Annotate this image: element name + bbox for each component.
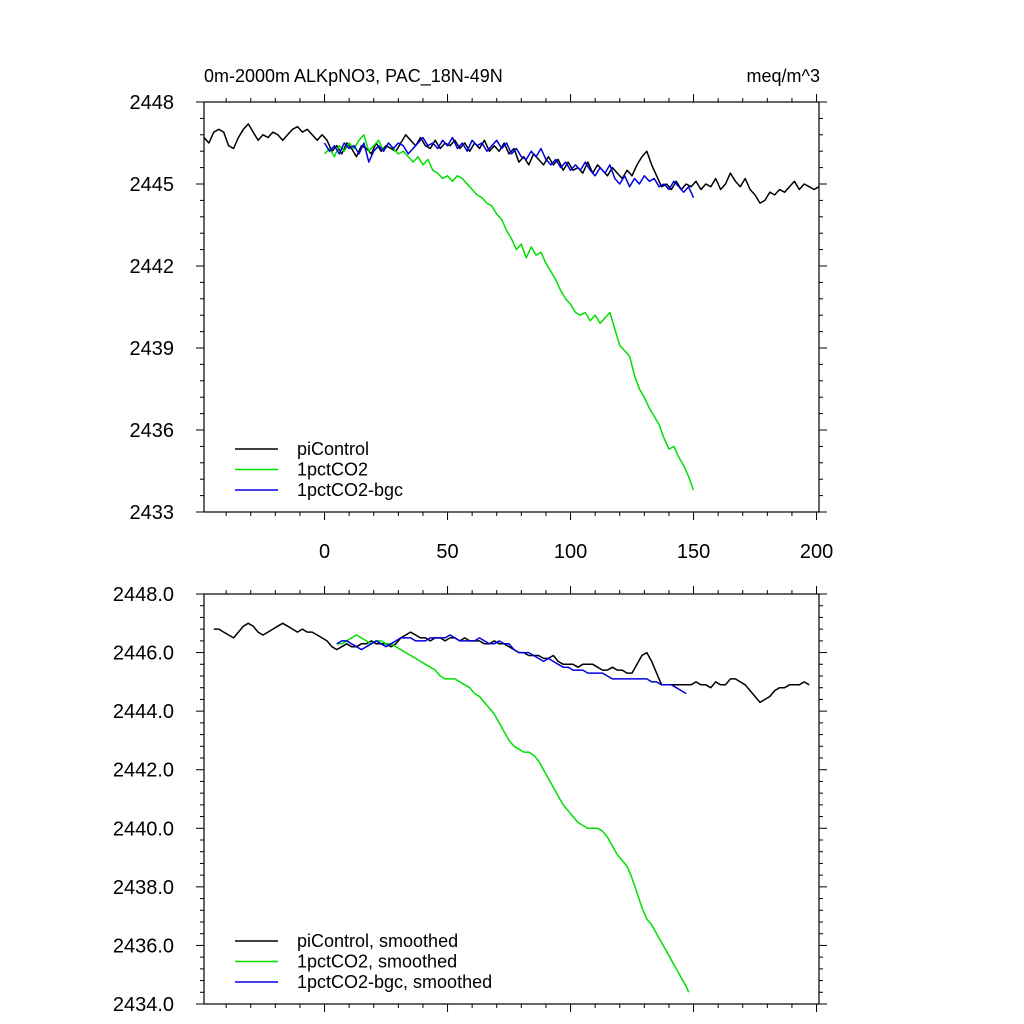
- y-tick-label: 2448.0: [113, 584, 174, 606]
- series-line-1pctco2-bgc-smoothed: [336, 634, 687, 695]
- x-tick-label: 0: [319, 541, 330, 563]
- y-tick-label: 2442: [130, 256, 175, 278]
- x-tick-label: 150: [677, 541, 710, 563]
- y-tick-label: 2442.0: [113, 760, 174, 782]
- raw-tick-labels: 2433 2436 2439 2442 2445 2448 0 50 100 150 200: [130, 92, 834, 563]
- y-tick-label: 2438.0: [113, 877, 174, 899]
- x-tick-label: 50: [436, 541, 458, 563]
- y-tick-label: 2434.0: [113, 994, 174, 1016]
- y-tick-label: 2444.0: [113, 701, 174, 723]
- series-line-1pctco2: [323, 134, 695, 491]
- smoothed-tick-marks: [196, 586, 827, 1012]
- legend-label: 1pctCO2-bgc, smoothed: [297, 972, 492, 992]
- y-tick-label: 2446.0: [113, 643, 174, 665]
- legend-label: 1pctCO2-bgc: [297, 480, 403, 500]
- series-line-picontrol: [203, 123, 820, 204]
- smoothed-tick-labels: 2434.0 2436.0 2438.0 2440.0 2442.0 2444.0 2446…: [113, 584, 174, 1016]
- y-tick-label: 2445: [130, 174, 175, 196]
- legend-label: piControl, smoothed: [297, 931, 458, 951]
- chart-title: 0m-2000m ALKpNO3, PAC_18N-49N: [204, 66, 503, 87]
- y-tick-label: 2436.0: [113, 935, 174, 957]
- y-tick-label: 2439: [130, 338, 175, 360]
- y-tick-label: 2448: [130, 92, 175, 114]
- legend-label: 1pctCO2: [297, 460, 368, 480]
- y-tick-label: 2440.0: [113, 818, 174, 840]
- x-tick-label: 100: [554, 541, 587, 563]
- smoothed-panel: 2434.0 2436.0 2438.0 2440.0 2442.0 2444.0 2446…: [113, 584, 827, 1016]
- series-line-1pctco2-smoothed: [336, 634, 690, 993]
- raw-panel: 2433 2436 2439 2442 2445 2448 0 50 100 150 200 piC…: [130, 92, 834, 563]
- x-tick-label: 200: [800, 541, 833, 563]
- smoothed-series-group: [213, 622, 810, 993]
- series-line-1pctco2-bgc: [323, 136, 695, 199]
- series-line-picontrol-smoothed: [213, 622, 810, 704]
- y-tick-label: 2436: [130, 420, 175, 442]
- raw-series-group: [203, 123, 820, 491]
- chart-units: meq/m^3: [747, 66, 820, 86]
- y-tick-label: 2433: [130, 502, 175, 524]
- legend-label: piControl: [297, 439, 369, 459]
- legend-label: 1pctCO2, smoothed: [297, 952, 457, 972]
- raw-tick-marks: [196, 94, 827, 520]
- raw-plot-frame: [203, 101, 820, 513]
- smoothed-plot-frame: [203, 593, 820, 1005]
